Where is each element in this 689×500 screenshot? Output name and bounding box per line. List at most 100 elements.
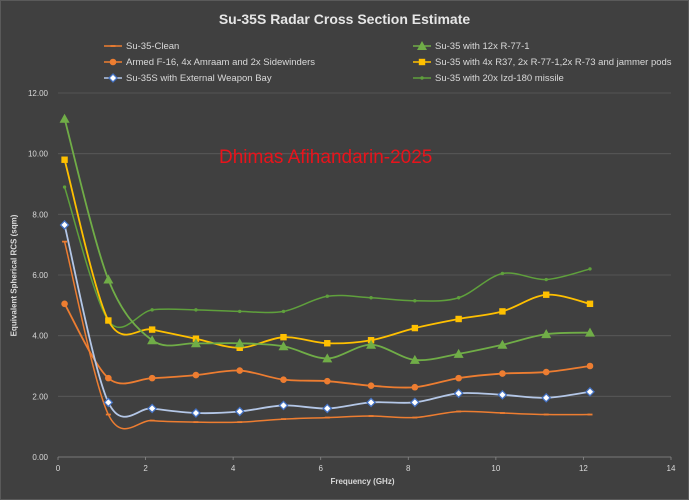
data-point [278, 400, 289, 411]
data-point [369, 296, 373, 300]
data-point [281, 309, 286, 314]
chart-title: Su-35S Radar Cross Section Estimate [218, 11, 471, 27]
data-point [62, 240, 68, 243]
y-tick-label: 8.00 [32, 210, 48, 219]
x-tick-label: 8 [406, 464, 411, 473]
series-line [63, 159, 591, 349]
data-point [103, 274, 114, 284]
x-axis-title: Frequency (GHz) [330, 477, 395, 486]
legend-label: Su-35S with External Weapon Bay [126, 72, 272, 84]
y-tick-label: 2.00 [32, 392, 48, 401]
data-point [366, 397, 376, 408]
data-point [453, 388, 464, 399]
series-line [63, 241, 590, 430]
data-point [585, 386, 595, 397]
data-point [499, 370, 506, 377]
data-point [584, 327, 595, 337]
x-tick-label: 0 [56, 464, 61, 473]
data-point [366, 339, 377, 349]
data-point [325, 294, 329, 298]
data-point [542, 368, 550, 376]
legend-swatch-icon [104, 73, 122, 83]
data-point [191, 408, 201, 418]
data-point [409, 397, 420, 408]
data-point [103, 397, 114, 408]
y-tick-label: 6.00 [32, 271, 48, 280]
data-point [147, 335, 158, 345]
legend-label: Su-35 with 4x R37, 2x R-77-1,2x R-73 and… [435, 56, 672, 68]
x-tick-label: 12 [579, 464, 588, 473]
data-point [499, 308, 506, 315]
data-point [322, 353, 333, 363]
data-point [412, 416, 418, 419]
data-point [150, 308, 154, 312]
x-tick-label: 4 [231, 464, 236, 473]
data-point [192, 371, 200, 379]
y-tick-label: 10.00 [28, 150, 49, 159]
data-point [59, 220, 70, 230]
legend-label: Su-35 with 20x Izd-180 missile [435, 72, 564, 84]
data-point [411, 324, 419, 332]
y-tick-label: 12.00 [28, 89, 49, 98]
data-point [324, 416, 330, 419]
watermark-annotation: Dhimas Afihandarin-2025 [219, 147, 433, 168]
data-point [455, 315, 462, 323]
data-point [234, 338, 245, 348]
data-point [587, 413, 593, 416]
data-point [497, 389, 508, 400]
x-tick-label: 10 [491, 464, 500, 473]
data-point [105, 413, 111, 416]
data-point [236, 344, 243, 351]
legend-label: Su-35-Clean [126, 40, 180, 52]
data-point [541, 392, 552, 403]
data-point [147, 403, 158, 414]
data-point [61, 300, 68, 308]
data-point [500, 271, 505, 276]
data-point [59, 113, 70, 123]
data-point [499, 412, 505, 414]
data-point [194, 308, 198, 312]
legend-swatch-icon [104, 58, 122, 66]
data-point [455, 374, 462, 382]
data-point [544, 277, 548, 282]
data-point [280, 333, 287, 341]
data-point [409, 354, 420, 364]
data-point [456, 296, 461, 300]
data-point [323, 377, 331, 385]
y-tick-label: 4.00 [32, 332, 48, 341]
series-line [63, 186, 591, 329]
data-point [543, 291, 550, 298]
data-point [149, 419, 155, 422]
series-line [63, 224, 591, 418]
data-point [148, 374, 156, 382]
data-point [236, 367, 244, 374]
legend-item: Su-35S with External Weapon Bay [104, 71, 272, 85]
data-point [543, 413, 549, 416]
data-point [586, 300, 594, 308]
data-point [368, 415, 374, 417]
data-point [105, 374, 112, 382]
legend-swatch-icon [413, 58, 431, 66]
data-point [193, 421, 199, 424]
data-point [280, 418, 286, 420]
data-point [588, 267, 592, 271]
data-point [190, 338, 201, 348]
data-point [105, 317, 112, 324]
data-point [234, 406, 245, 417]
data-point [238, 309, 242, 314]
x-tick-label: 14 [667, 464, 676, 473]
legend-item: Su-35-Clean [104, 39, 179, 53]
data-point [497, 339, 508, 349]
data-point [413, 299, 417, 303]
legend-swatch-icon [413, 76, 431, 80]
legend-swatch-icon [104, 45, 122, 47]
legend-item: Su-35 with 20x Izd-180 missile [413, 71, 564, 85]
data-point [237, 421, 243, 424]
legend-item: Su-35 with 12x R-77-1 [413, 39, 530, 53]
data-point [280, 376, 287, 383]
legend-item: Su-35 with 4x R37, 2x R-77-1,2x R-73 and… [413, 55, 672, 69]
data-point [411, 383, 419, 391]
data-point [62, 185, 67, 189]
